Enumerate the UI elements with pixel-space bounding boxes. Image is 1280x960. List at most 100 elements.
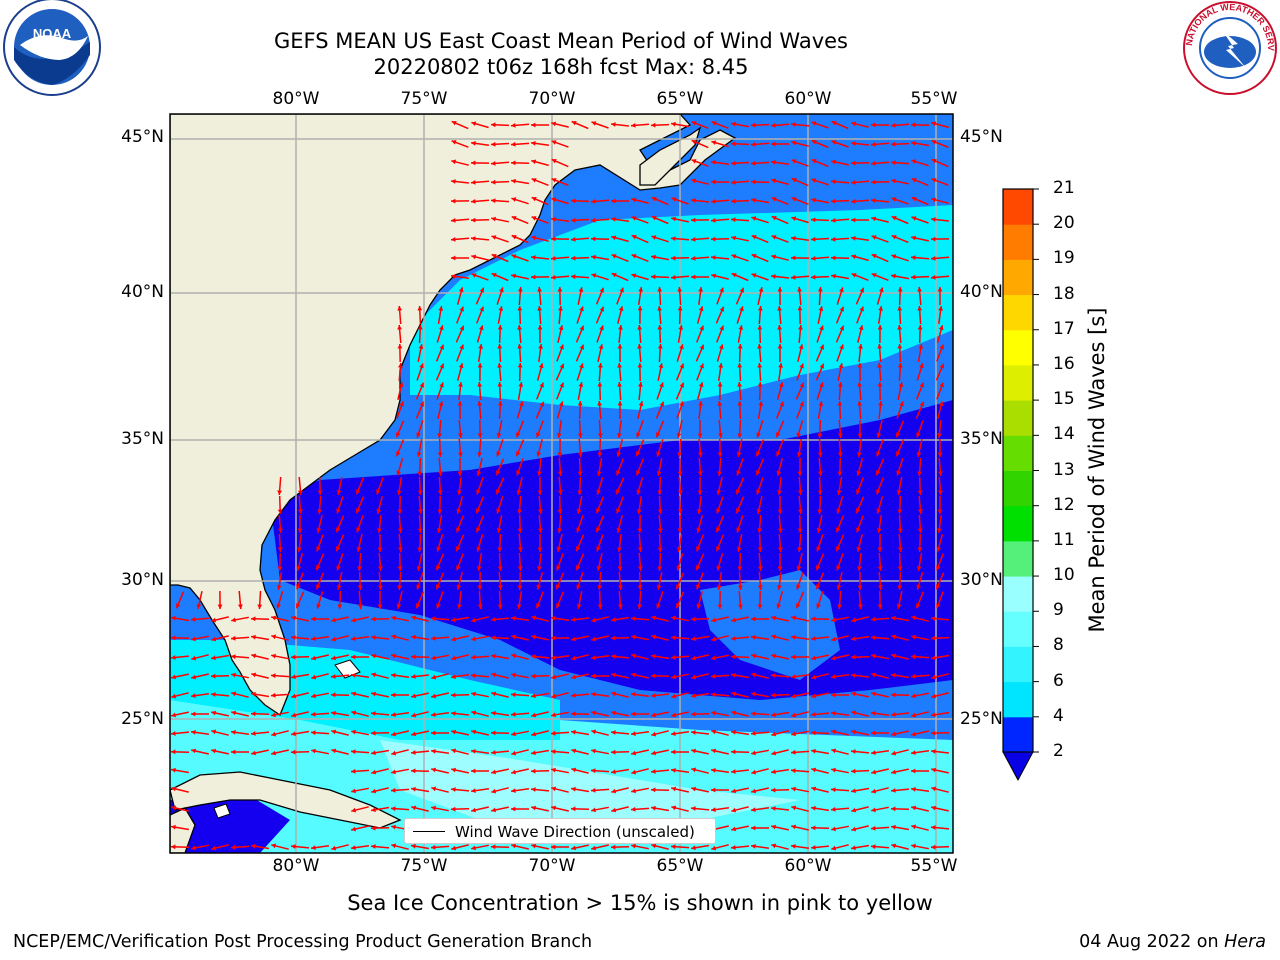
wave-arrow-head — [798, 509, 803, 514]
wave-arrow-head — [851, 636, 856, 642]
wave-arrow-head — [631, 273, 637, 278]
wave-arrow-head — [791, 159, 797, 164]
lon-label-top: 80°W — [272, 89, 320, 109]
wave-arrow-head — [791, 805, 797, 811]
map-frame — [169, 113, 954, 854]
wave-arrow-head — [537, 547, 543, 552]
wave-arrow-head — [336, 565, 341, 571]
wave-arrow-head — [317, 490, 323, 495]
wave-arrow-head — [277, 566, 283, 571]
wave-arrow-head — [376, 508, 382, 514]
wave-arrow-head — [711, 160, 716, 165]
wave-arrow-head — [517, 509, 522, 514]
wave-arrow-head — [837, 452, 843, 457]
wave-arrow-head — [778, 547, 783, 552]
wave-arrow-head — [517, 566, 523, 571]
wave-arrow-head — [591, 617, 597, 623]
wave-arrow-head — [617, 401, 623, 406]
wave-arrow-head — [391, 806, 396, 812]
wave-arrow-head — [638, 382, 643, 387]
wave-arrow-head — [537, 471, 542, 476]
wave-arrow-head — [516, 432, 521, 438]
wave-arrow-head — [371, 769, 377, 775]
wave-arrow-head — [556, 546, 562, 552]
wave-arrow-head — [171, 674, 176, 680]
wave-arrow-head — [751, 635, 756, 640]
wave-arrow-head — [491, 672, 497, 678]
credit-host: Hera — [1224, 932, 1266, 952]
wave-arrow-head — [351, 691, 357, 697]
wave-arrow-head — [671, 197, 677, 202]
wave-arrow-head — [491, 273, 497, 278]
wave-arrow-head — [757, 585, 763, 590]
wave-arrow-head — [891, 235, 897, 240]
wave-arrow-head — [471, 121, 477, 126]
wave-arrow-head — [837, 471, 843, 476]
wave-arrow-head — [371, 653, 376, 659]
wave-arrow-head — [757, 325, 763, 330]
wave-arrow-head — [439, 344, 444, 350]
wave-arrow-head — [451, 711, 456, 716]
wave-arrow-head — [531, 255, 536, 260]
wave-arrow-head — [791, 615, 796, 621]
wave-arrow-head — [831, 711, 836, 716]
wave-arrow-head — [816, 584, 821, 590]
wave-arrow-head — [458, 363, 464, 369]
wave-arrow-head — [491, 179, 496, 185]
wave-arrow-head — [531, 178, 537, 183]
wave-arrow-head — [751, 653, 757, 659]
wave-arrow-head — [431, 635, 436, 641]
wave-arrow-head — [791, 674, 796, 679]
wave-arrow-head — [931, 197, 937, 203]
wave-arrow-head — [711, 748, 716, 754]
wave-arrow-head — [611, 807, 617, 813]
wave-arrow-head — [537, 325, 543, 330]
wave-arrow-head — [691, 845, 696, 851]
wave-arrow-head — [751, 844, 756, 849]
wave-arrow-head — [711, 121, 717, 126]
wave-arrow-head — [557, 287, 563, 292]
wave-arrow-head — [531, 634, 536, 640]
wave-arrow-head — [811, 236, 816, 242]
wave-arrow-head — [351, 788, 356, 794]
wave-arrow-head — [698, 287, 703, 292]
map-area — [170, 114, 953, 853]
wave-arrow-head — [711, 255, 716, 260]
colorbar-tick-label: 2 — [1053, 741, 1064, 761]
wave-arrow-head — [719, 325, 724, 331]
wave-arrow-head — [576, 565, 581, 571]
wave-arrow-head — [597, 382, 603, 387]
wave-arrow-head — [451, 218, 456, 223]
wave-arrow-head — [491, 617, 496, 622]
wave-arrow-head — [698, 452, 703, 457]
wave-arrow-head — [831, 179, 836, 184]
wave-arrow-head — [836, 508, 841, 514]
wave-arrow-head — [471, 254, 477, 260]
colorbar-segment — [1003, 294, 1033, 331]
wave-arrow-head — [271, 673, 276, 679]
wave-arrow-head — [559, 382, 564, 388]
wave-arrow-head — [471, 217, 476, 223]
wave-arrow-head — [331, 710, 336, 716]
wave-arrow-head — [518, 382, 524, 387]
wave-arrow-head — [931, 236, 936, 242]
wave-arrow-head — [458, 382, 463, 387]
wave-arrow-head — [651, 843, 657, 849]
wave-arrow-head — [579, 363, 584, 369]
wave-arrow-head — [811, 159, 817, 164]
wave-arrow-head — [396, 432, 401, 438]
wave-arrow-head — [817, 452, 823, 457]
wave-arrow-head — [311, 711, 316, 717]
wave-arrow-head — [377, 547, 383, 552]
wave-arrow-head — [511, 731, 516, 737]
wave-arrow-head — [557, 509, 563, 514]
wave-arrow-head — [431, 805, 436, 811]
wave-arrow-head — [677, 471, 683, 476]
wave-arrow-head — [476, 508, 481, 514]
wave-arrow-head — [619, 287, 624, 293]
wave-arrow-head — [551, 197, 557, 202]
wave-arrow-head — [711, 179, 716, 185]
wave-arrow-head — [937, 452, 943, 457]
wave-arrow-head — [291, 615, 296, 621]
lon-label-top: 65°W — [656, 89, 704, 109]
